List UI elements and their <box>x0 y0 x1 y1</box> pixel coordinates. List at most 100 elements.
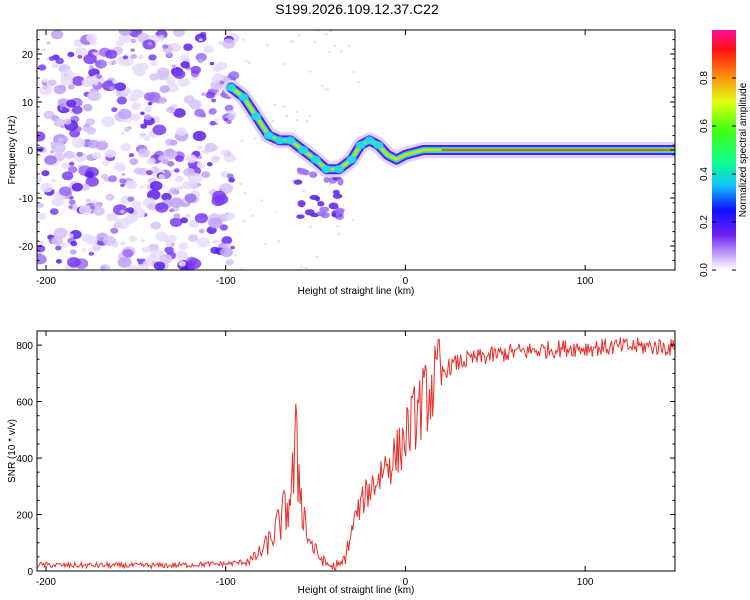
noise-blob <box>85 33 98 43</box>
noise-blob-faint <box>247 61 251 65</box>
noise-blob <box>89 205 95 210</box>
noise-blob <box>208 108 217 115</box>
noise-blob <box>104 149 117 158</box>
noise-blob <box>51 30 64 40</box>
noise-blob-faint <box>304 266 308 270</box>
noise-blob <box>71 105 83 115</box>
noise-blob <box>117 108 132 120</box>
noise-blob <box>118 30 132 36</box>
noise-blob <box>70 241 78 247</box>
noise-blob <box>57 137 64 142</box>
snr-xtick-label: 100 <box>577 577 594 588</box>
noise-blob <box>228 177 235 183</box>
noise-blob-faint <box>243 192 247 195</box>
noise-blob <box>58 186 72 197</box>
noise-blob-faint <box>274 211 278 214</box>
noise-blob <box>117 257 132 268</box>
noise-blob <box>148 54 157 61</box>
noise-blob-faint <box>304 218 308 221</box>
noise-blob <box>53 118 65 128</box>
snr-axes: -200 -100 0 100 0 200 400 600 800 <box>16 330 675 588</box>
noise-blob <box>211 98 217 103</box>
noise-blob <box>126 207 135 214</box>
noise-blob <box>38 64 47 71</box>
noise-blob-cluster <box>296 214 305 219</box>
noise-blob <box>225 259 235 266</box>
noise-blob <box>95 140 109 151</box>
noise-blob <box>169 169 174 173</box>
noise-blob <box>109 86 114 90</box>
noise-blob <box>190 65 201 74</box>
noise-blob <box>146 91 161 103</box>
noise-blob <box>136 258 141 262</box>
noise-blob <box>101 116 115 127</box>
noise-blob <box>148 42 153 46</box>
noise-blob-faint <box>328 50 332 53</box>
snr-ytick-label: 800 <box>16 341 33 352</box>
noise-blob <box>197 155 203 160</box>
ridge-blob <box>285 136 296 145</box>
noise-blob <box>108 175 118 183</box>
noise-blob-faint <box>301 189 306 193</box>
noise-blob <box>46 86 53 92</box>
noise-blob-faint <box>264 242 268 245</box>
noise-blob <box>120 131 125 135</box>
noise-blob <box>194 213 208 224</box>
colorbar-tick-label: 0.0 <box>699 263 710 277</box>
noise-blob <box>169 208 174 213</box>
noise-blob <box>174 175 184 183</box>
noise-blob <box>224 104 234 112</box>
noise-blob-faint <box>253 137 257 140</box>
noise-blob <box>185 154 197 164</box>
noise-blob <box>188 223 194 227</box>
noise-blob <box>125 180 138 190</box>
snr-xtick-label: -200 <box>36 577 56 588</box>
noise-blob-faint <box>295 110 299 114</box>
noise-blob <box>60 242 68 248</box>
noise-blob <box>49 208 59 215</box>
noise-blob-cluster <box>337 177 344 186</box>
snr-ytick-label: 0 <box>27 567 33 578</box>
noise-blob <box>209 120 216 126</box>
noise-blob <box>37 131 46 142</box>
noise-blob <box>137 148 151 158</box>
noise-blob <box>67 257 81 268</box>
noise-blob <box>127 265 139 270</box>
noise-blob-faint <box>295 119 299 122</box>
noise-blob <box>67 166 78 174</box>
noise-blob <box>175 127 187 136</box>
noise-blob <box>157 37 164 42</box>
noise-blob-faint <box>244 59 248 63</box>
snr-ylabel: SNR (10 * v/v) <box>7 419 18 483</box>
noise-blob <box>114 218 130 230</box>
noise-blob <box>118 33 131 44</box>
noise-blob <box>68 161 75 166</box>
noise-blob <box>41 170 50 177</box>
noise-blob <box>128 153 135 158</box>
noise-blob-faint <box>339 49 343 53</box>
snr-xtick-label: -100 <box>216 577 236 588</box>
noise-blob-faint <box>351 218 355 221</box>
spectrogram-xtick-label: -100 <box>216 276 236 287</box>
noise-blob-faint <box>328 30 333 33</box>
noise-blob <box>118 165 123 170</box>
noise-blob <box>201 92 206 97</box>
snr-frame <box>36 330 676 572</box>
noise-blob-cluster <box>293 179 303 185</box>
snr-ytick-label: 400 <box>16 454 33 465</box>
noise-blob <box>75 47 88 57</box>
noise-blob-faint <box>260 199 264 202</box>
noise-blob-faint <box>291 40 295 44</box>
snr-ytick-label: 200 <box>16 511 33 522</box>
noise-blob-cluster <box>332 189 340 195</box>
colorbar-label: Normalized spectral amplitude <box>738 82 749 217</box>
noise-blob <box>46 41 51 45</box>
noise-blob <box>122 248 134 258</box>
noise-blob <box>201 171 211 178</box>
ridge-blob <box>238 93 249 102</box>
noise-blob <box>130 48 135 52</box>
noise-blob <box>131 89 144 99</box>
ridge-blob <box>364 136 375 145</box>
noise-blob-faint <box>347 44 351 47</box>
